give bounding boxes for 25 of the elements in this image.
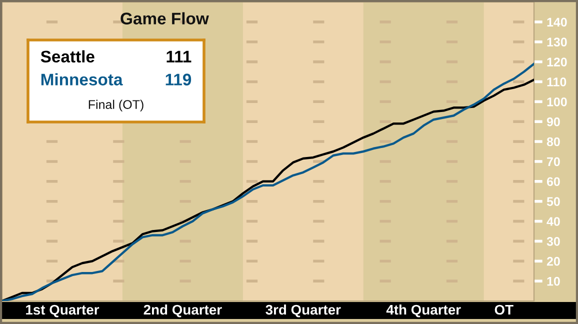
y-tick-label: 90: [546, 117, 560, 126]
text: Seattle: [40, 50, 94, 63]
y-tick-label: 50: [546, 197, 560, 206]
y-tick-label: 100: [547, 97, 567, 106]
text: Minnesota: [41, 73, 123, 86]
annotation: Final (OT): [88, 100, 144, 112]
annotation: 119: [166, 74, 192, 86]
x-tick-label: OT: [494, 304, 514, 315]
y-tick-label: 130: [547, 38, 567, 47]
y-tick-label: 120: [547, 58, 567, 66]
x-tick-label: 3rd Quarter: [266, 304, 341, 318]
y-tick-label: 40: [546, 217, 560, 226]
y-tick-label: 80: [546, 137, 560, 146]
y-tick-label: 110: [547, 78, 566, 86]
x-tick-label: 4th Quarter: [386, 304, 461, 318]
y-tick-label: 60: [546, 177, 560, 186]
y-tick-label: 70: [547, 157, 560, 166]
annotation: 111: [166, 50, 192, 62]
x-tick-label: 2nd Quarter: [144, 304, 222, 318]
chart-title: Game Flow: [120, 12, 209, 24]
y-tick-label: 20: [546, 256, 560, 266]
y-tick-label: 10: [547, 276, 560, 286]
y-tick-label: 140: [547, 18, 567, 27]
x-tick-label: 1st Quarter: [26, 304, 100, 318]
y-tick-label: 30: [546, 237, 560, 246]
